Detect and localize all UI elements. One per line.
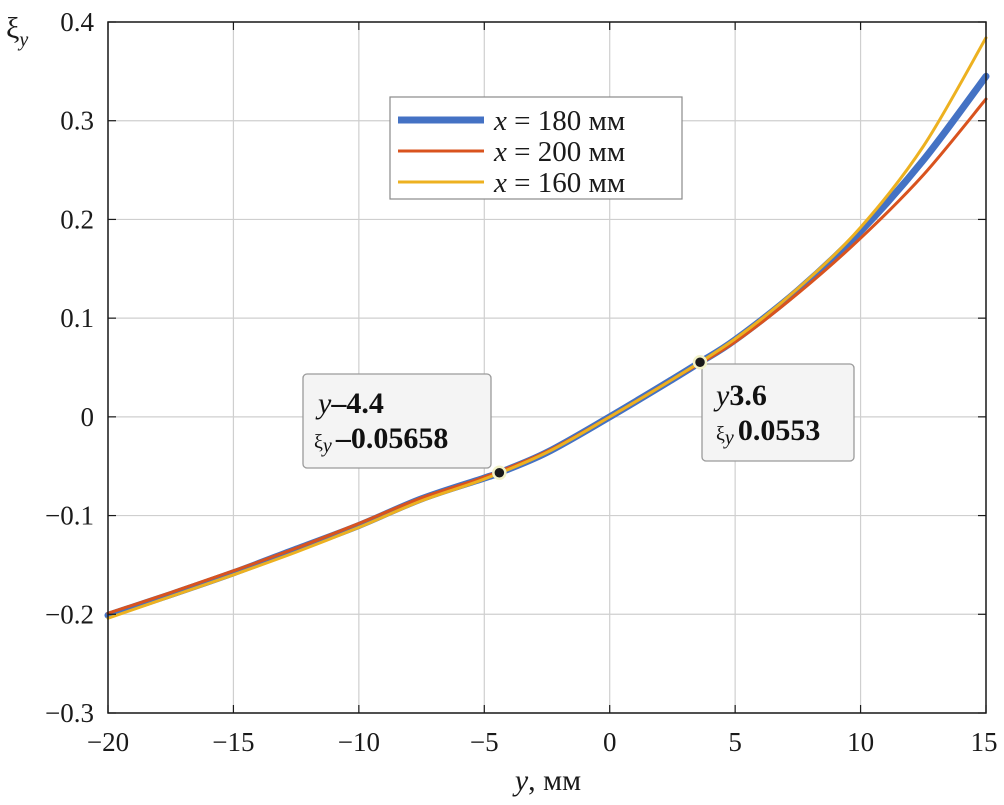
datatip-box — [701, 363, 855, 462]
series-line-2 — [106, 36, 988, 620]
y-axis-title: ξy — [6, 12, 28, 51]
datatip-y: ξy 0.0553 — [716, 414, 820, 449]
datatip-box — [302, 373, 492, 469]
datatip-1[interactable]: y3.6 ξy 0.0553 — [692, 355, 855, 462]
y-ticks: −0.3 −0.2 −0.1 0 0.1 0.2 0.3 0.4 — [45, 7, 986, 728]
x-tick-label: −5 — [470, 727, 499, 757]
y-tick-label: 0 — [81, 402, 95, 432]
x-tick-label: −10 — [338, 727, 380, 757]
x-tick-label: 15 — [971, 727, 998, 757]
x-axis-title: y, мм — [512, 764, 581, 797]
datatip-marker[interactable] — [492, 465, 507, 480]
datatip-x: y3.6 — [713, 379, 767, 412]
y-tick-label: 0.1 — [60, 303, 94, 333]
legend-label-0: x = 180 мм — [493, 105, 625, 137]
y-tick-label: −0.3 — [45, 698, 94, 728]
datatip-y: ξy –0.05658 — [314, 422, 448, 457]
x-tick-label: −15 — [212, 727, 254, 757]
y-tick-label: 0.2 — [60, 204, 94, 234]
datatip-0[interactable]: y–4.4 ξy –0.05658 — [302, 373, 507, 480]
y-tick-label: 0.3 — [60, 106, 94, 136]
y-tick-label: 0.4 — [60, 7, 94, 37]
legend-label-1: x = 200 мм — [493, 136, 625, 168]
y-tick-label: −0.2 — [45, 599, 94, 629]
x-tick-label: 10 — [847, 727, 874, 757]
x-tick-label: 0 — [603, 727, 617, 757]
datatip-x: y–4.4 — [315, 387, 384, 420]
plot-frame — [107, 21, 987, 714]
x-tick-label: 5 — [728, 727, 742, 757]
x-tick-label: −20 — [87, 727, 129, 757]
legend-label-2: x = 160 мм — [493, 167, 625, 199]
y-tick-label: −0.1 — [45, 501, 94, 531]
x-ticks: −20 −15 −10 −5 0 5 10 15 — [87, 22, 998, 757]
legend: x = 180 мм x = 200 мм x = 160 мм — [389, 96, 683, 200]
datatip-marker[interactable] — [692, 355, 708, 370]
series-layer — [104, 36, 990, 620]
